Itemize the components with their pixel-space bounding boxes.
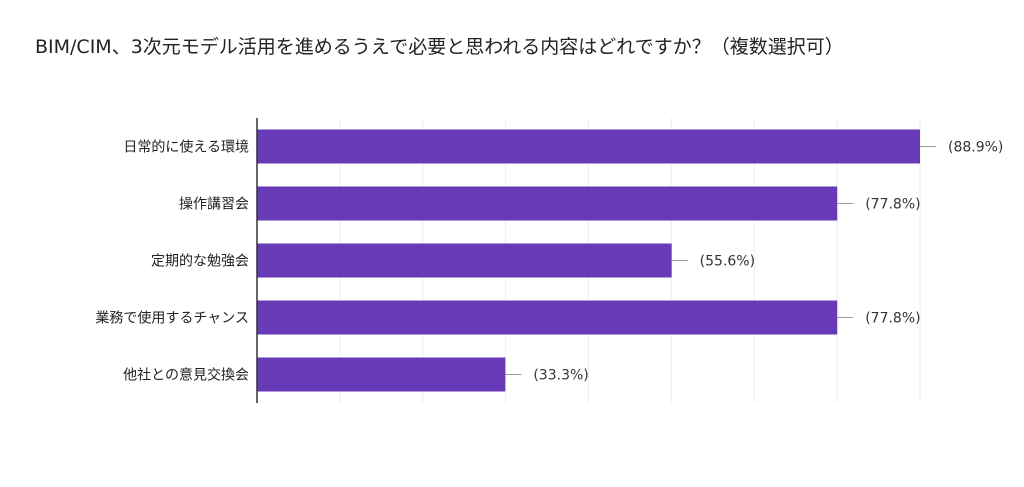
- category-label: 他社との意見交換会: [123, 367, 249, 384]
- chart-title: BIM/CIM、3次元モデル活用を進めるうえで必要と思われる内容はどれですか？（…: [35, 36, 844, 58]
- category-label: 操作講習会: [179, 197, 249, 213]
- data-label: (33.3%): [533, 368, 588, 384]
- bar: [257, 129, 920, 164]
- data-label: (88.9%): [948, 140, 1003, 156]
- data-label: (77.8%): [865, 197, 920, 213]
- bar: [257, 243, 672, 278]
- category-label: 日常的に使える環境: [123, 139, 249, 156]
- data-label: (77.8%): [865, 311, 920, 327]
- bar: [257, 357, 506, 392]
- bar: [257, 300, 838, 335]
- bar: [257, 186, 838, 221]
- category-label: 業務で使用するチャンス: [95, 310, 249, 327]
- category-label: 定期的な勉強会: [151, 254, 249, 270]
- data-label: (55.6%): [700, 254, 755, 270]
